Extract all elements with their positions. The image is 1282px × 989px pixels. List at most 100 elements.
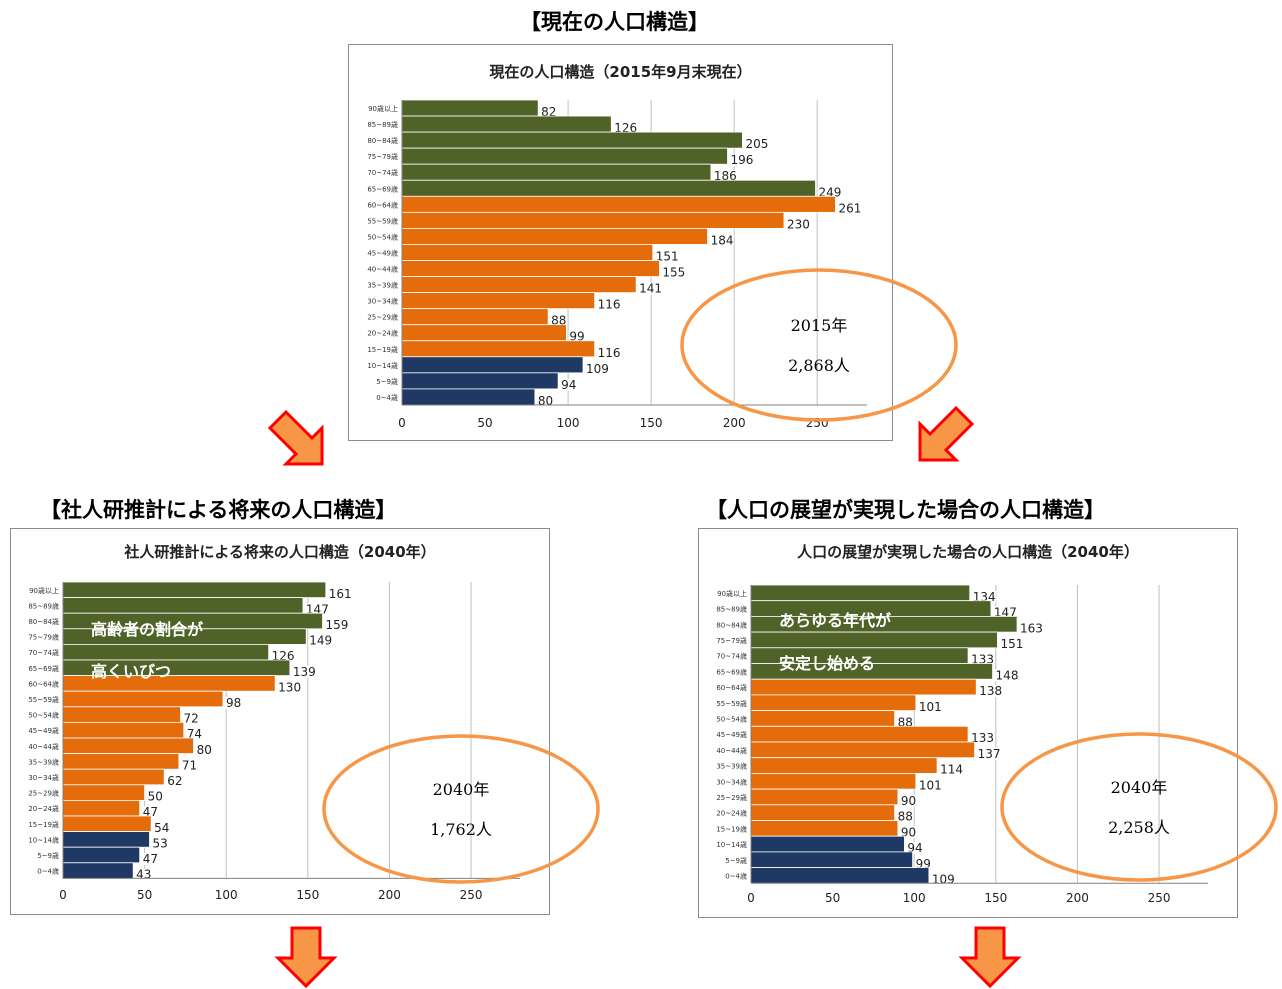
data-label-bg xyxy=(304,603,330,616)
category-label: 10~14歳 xyxy=(716,840,747,849)
data-label: 114 xyxy=(940,763,963,777)
data-label: 88 xyxy=(898,810,913,824)
x-tick-label: 150 xyxy=(296,888,319,902)
chart-current-plot: 90歳以上 82 85~89歳 126 80~84歳 205 75~79歳 196 70~74歳… xyxy=(367,99,958,430)
data-label-bg xyxy=(308,634,333,647)
data-label: 80 xyxy=(538,394,553,408)
category-label: 70~74歳 xyxy=(716,652,747,661)
bar xyxy=(62,581,327,599)
data-label: 138 xyxy=(979,684,1002,698)
bar xyxy=(62,737,194,755)
data-label: 159 xyxy=(326,618,349,632)
data-label: 72 xyxy=(184,712,199,726)
data-label-bg xyxy=(585,362,610,375)
category-label: 80~84歳 xyxy=(367,136,398,145)
data-label: 141 xyxy=(639,282,662,296)
data-label: 133 xyxy=(971,731,994,745)
data-label-bg xyxy=(709,234,734,247)
data-label-bg xyxy=(180,759,198,772)
data-label-bg xyxy=(970,653,995,666)
bar xyxy=(750,772,917,790)
data-label: 155 xyxy=(662,266,685,280)
data-label-bg xyxy=(978,685,1003,698)
data-label-bg xyxy=(596,298,621,311)
category-label: 65~69歳 xyxy=(28,664,59,673)
data-label: 196 xyxy=(731,153,754,167)
category-label: 60~64歳 xyxy=(716,683,747,692)
x-tick-label: 100 xyxy=(903,891,926,905)
category-label: 45~49歳 xyxy=(716,730,747,739)
category-label: 30~34歳 xyxy=(716,777,747,786)
category-label: 15~19歳 xyxy=(28,820,59,829)
x-tick-label: 50 xyxy=(477,416,492,430)
data-label-bg xyxy=(270,650,295,663)
data-label: 249 xyxy=(819,185,842,199)
bar xyxy=(401,131,743,149)
x-tick-label: 100 xyxy=(215,888,238,902)
x-tick-label: 150 xyxy=(640,416,663,430)
category-label: 5~9歳 xyxy=(725,856,747,865)
data-label: 101 xyxy=(919,778,942,792)
bar xyxy=(750,835,905,853)
data-label-bg xyxy=(540,106,557,119)
data-label: 261 xyxy=(838,201,861,215)
bar xyxy=(750,851,913,868)
bar xyxy=(401,227,708,245)
data-label-bg xyxy=(638,282,663,295)
arrow-down-icon xyxy=(958,926,1022,989)
category-label: 25~29歳 xyxy=(28,789,59,798)
category-label: 85~89歳 xyxy=(367,120,398,129)
data-label-bg xyxy=(971,590,996,603)
x-tick-label: 250 xyxy=(1148,891,1171,905)
bar xyxy=(62,690,224,708)
data-label: 139 xyxy=(293,665,316,679)
x-tick-label: 0 xyxy=(747,891,755,905)
bar xyxy=(62,644,270,661)
data-label-bg xyxy=(536,394,554,407)
data-label: 62 xyxy=(167,774,182,788)
data-label: 161 xyxy=(329,587,352,601)
data-label-bg xyxy=(550,314,567,327)
annotation-year: 2015年 xyxy=(791,316,848,335)
bar xyxy=(750,631,998,649)
data-label-bg xyxy=(899,794,917,807)
bar xyxy=(62,799,141,817)
bar xyxy=(401,179,816,197)
bar xyxy=(401,195,836,213)
overlay-annotation: 高齢者の割合が xyxy=(91,620,203,639)
x-tick-label: 200 xyxy=(723,416,746,430)
category-label: 30~34歳 xyxy=(367,297,398,306)
category-label: 30~34歳 xyxy=(28,773,59,782)
chart-vision: 人口の展望が実現した場合の人口構造（2040年） 90歳以上 134 85~89歳 1… xyxy=(698,528,1278,918)
annotation-year: 2040年 xyxy=(1111,778,1168,797)
data-label: 80 xyxy=(197,743,212,757)
data-label-bg xyxy=(324,619,349,631)
data-label: 54 xyxy=(154,821,169,835)
category-label: 40~44歳 xyxy=(28,742,59,751)
category-label: 40~44歳 xyxy=(716,746,747,755)
data-label-bg xyxy=(896,810,914,823)
data-label: 53 xyxy=(153,836,168,850)
annotation-year: 2040年 xyxy=(433,780,490,799)
x-tick-label: 0 xyxy=(398,416,406,430)
heading-ipss: 【社人研推計による将来の人口構造】 xyxy=(40,498,397,522)
data-label-bg xyxy=(939,763,964,776)
data-label-bg xyxy=(141,853,159,865)
data-label: 99 xyxy=(569,330,584,344)
category-label: 20~24歳 xyxy=(367,329,398,338)
bar xyxy=(401,388,536,406)
data-label: 50 xyxy=(148,790,163,804)
category-label: 35~39歳 xyxy=(716,762,747,771)
category-label: 45~49歳 xyxy=(28,726,59,735)
data-label: 43 xyxy=(136,868,151,882)
bar xyxy=(750,867,930,884)
x-tick-label: 0 xyxy=(59,888,67,902)
data-label-bg xyxy=(166,775,183,787)
bar xyxy=(401,163,712,181)
bar xyxy=(401,372,559,390)
category-label: 40~44歳 xyxy=(367,265,398,274)
category-label: 50~54歳 xyxy=(716,714,747,723)
data-label-bg xyxy=(654,250,679,263)
bar xyxy=(62,784,146,801)
